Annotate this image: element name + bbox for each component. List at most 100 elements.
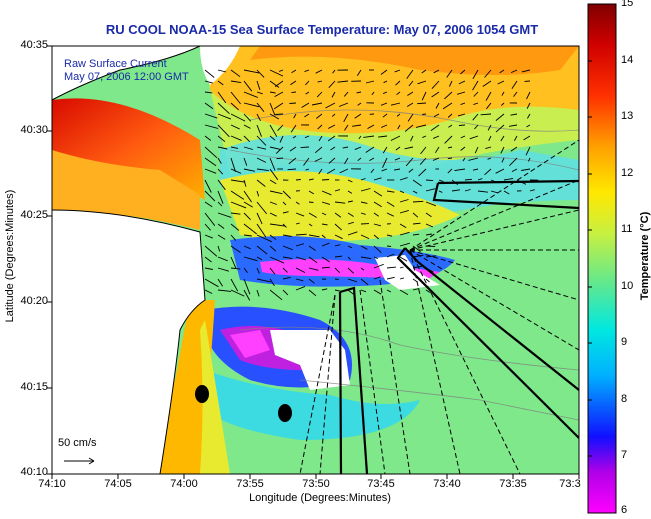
current-vector [347, 179, 353, 183]
current-vector [278, 69, 284, 72]
current-vector [204, 223, 211, 231]
current-vector [316, 91, 323, 98]
current-vector [421, 69, 427, 74]
colorbar-tick: 15 [621, 0, 634, 9]
current-vector [334, 289, 341, 292]
current-vector [357, 157, 362, 162]
current-vector [397, 124, 401, 130]
current-vector [269, 190, 283, 195]
current-vector [404, 124, 414, 132]
current-vector [305, 91, 310, 95]
current-vector [394, 157, 401, 161]
current-vector [269, 278, 275, 286]
current-vector [460, 102, 466, 106]
current-vector [343, 91, 349, 97]
scale-label: 50 cm/s [58, 437, 97, 449]
current-vector [318, 168, 323, 175]
current-vector [347, 256, 351, 260]
current-vector [347, 245, 353, 249]
current-vector [256, 80, 261, 90]
current-vector [373, 212, 379, 217]
current-vector [395, 146, 401, 151]
current-vector [380, 69, 388, 75]
current-vector [460, 69, 466, 75]
current-vector [417, 102, 427, 105]
current-vector [269, 245, 277, 252]
current-vector [282, 276, 291, 280]
current-vector [230, 190, 245, 200]
current-vector [331, 91, 336, 98]
current-vector [399, 266, 404, 269]
colorbar-tick: 11 [621, 223, 633, 235]
y-tick-label: 40:25 [20, 209, 48, 221]
current-vector [204, 234, 213, 239]
current-vector [308, 212, 317, 218]
current-vector [295, 285, 306, 291]
current-vector [338, 102, 349, 107]
current-vector [448, 80, 453, 87]
current-vector [243, 267, 248, 273]
current-vector [421, 91, 427, 101]
current-vector [446, 69, 453, 78]
current-vector [334, 223, 343, 231]
current-vector [243, 234, 252, 237]
current-vector [378, 135, 388, 138]
current-vector [451, 189, 461, 192]
current-vector [381, 168, 388, 172]
current-vector [347, 267, 355, 274]
current-vector [406, 102, 414, 107]
current-vector [282, 267, 288, 273]
current-vector [269, 179, 277, 185]
current-vector [204, 124, 219, 129]
current-vector [321, 266, 330, 269]
current-vector [256, 91, 263, 95]
current-vector [495, 168, 505, 174]
current-vector [282, 201, 287, 206]
current-vector [474, 124, 479, 130]
current-vector [282, 190, 292, 199]
current-vector [390, 102, 401, 106]
current-vector [295, 222, 300, 225]
current-vector [473, 102, 479, 106]
current-vector [230, 289, 245, 297]
current-vector [217, 91, 227, 104]
current-vector [308, 245, 316, 251]
current-vector [217, 157, 222, 164]
current-vector [399, 199, 409, 203]
current-vector [243, 135, 251, 143]
current-vector [217, 278, 223, 287]
current-vector [386, 234, 393, 237]
current-vector [217, 179, 226, 191]
current-vector [282, 234, 292, 237]
current-vector [510, 146, 518, 152]
current-vector [460, 135, 466, 139]
current-vector [484, 168, 492, 176]
x-tick-label: 74:00 [170, 478, 198, 490]
current-vector [371, 91, 375, 96]
current-vector [499, 69, 505, 74]
current-vector [354, 113, 362, 119]
current-vector [295, 267, 306, 274]
current-vector [295, 243, 304, 247]
current-vector [274, 80, 284, 87]
current-vector [243, 113, 252, 122]
y-tick-label: 40:20 [20, 295, 48, 307]
current-vector [412, 245, 421, 253]
colorbar-tick: 12 [621, 167, 634, 179]
current-vector [204, 245, 218, 257]
y-tick-label: 40:30 [20, 124, 48, 136]
current-vector [243, 146, 254, 150]
current-vector [360, 278, 369, 286]
current-vector [399, 209, 409, 214]
current-vector [269, 223, 285, 227]
current-vector [500, 102, 505, 106]
current-vector [308, 190, 315, 195]
current-vector [256, 223, 267, 238]
current-vector [347, 231, 358, 236]
current-vector [256, 168, 269, 172]
x-axis-label: Longitude (Degrees:Minutes) [249, 492, 391, 504]
current-vector [433, 113, 440, 118]
current-vector [454, 168, 466, 172]
current-vector [291, 91, 297, 94]
current-vector [373, 234, 379, 240]
